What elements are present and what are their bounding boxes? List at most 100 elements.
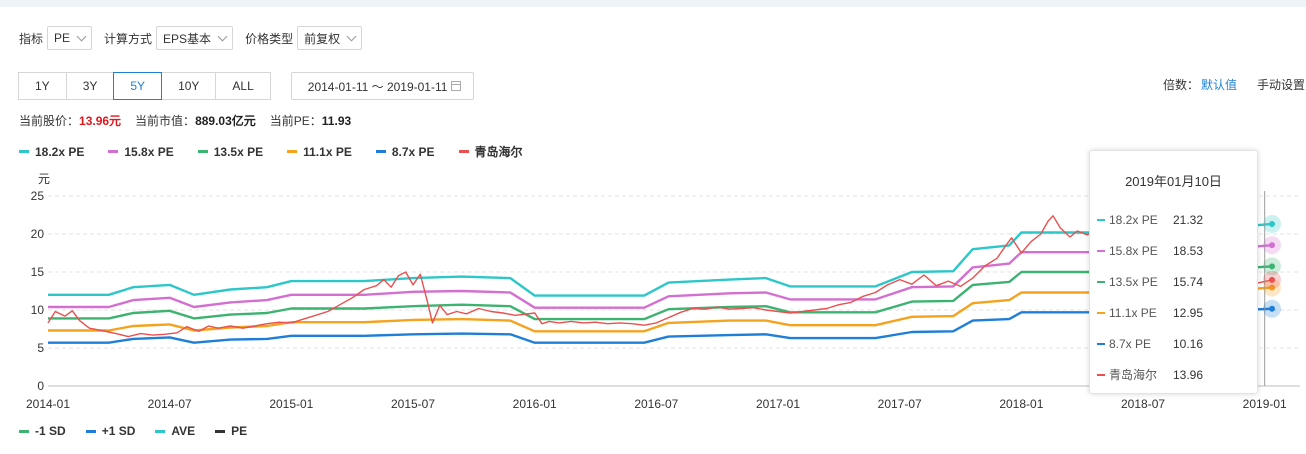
legend-item[interactable]: 11.1x PE	[287, 143, 352, 160]
x-tick-label: 2016-01	[513, 397, 557, 411]
tooltip-series-name: 13.5x PE	[1109, 274, 1158, 289]
tooltip-series-value: 13.96	[1173, 367, 1204, 382]
range-buttons: 1Y 3Y 5Y 10Y ALL	[18, 72, 271, 100]
multiplier-label: 倍数：	[1162, 78, 1199, 92]
sd-legend-label: PE	[231, 424, 248, 438]
legend-item[interactable]: 8.7x PE	[375, 143, 435, 160]
range-row: 1Y 3Y 5Y 10Y ALL 2014-01-11 ～ 2019-01-11	[18, 72, 475, 100]
tooltip-row: 15.8x PE 18.53	[1090, 235, 1257, 266]
series-line	[48, 265, 1273, 321]
x-tick-label: 2019-01	[1243, 397, 1287, 411]
selector-row: 指标 PE 计算方式 EPS基本 价格类型 前复权	[19, 26, 374, 50]
tooltip-series-value: 10.16	[1173, 336, 1204, 351]
chevron-down-icon	[346, 31, 357, 41]
tooltip-swatch	[1097, 280, 1105, 283]
legend-item[interactable]: 青岛海尔	[458, 143, 523, 160]
price-type-label: 价格类型	[245, 31, 294, 46]
y-tick-label: 10	[31, 303, 45, 317]
chevron-down-icon	[217, 31, 228, 41]
sd-legend-item[interactable]: -1 SD	[19, 424, 66, 438]
legend-label: 8.7x PE	[391, 144, 435, 159]
chart-tooltip: 2019年01月10日 18.2x PE 21.32 15.8x PE 18.53 13…	[1089, 150, 1258, 394]
tooltip-series-name: 8.7x PE	[1109, 336, 1152, 351]
hover-marker	[1269, 284, 1275, 291]
mcap-value: 889.03亿元	[195, 114, 256, 128]
tooltip-row: 11.1x PE 12.95	[1090, 297, 1257, 328]
series-line	[47, 215, 1273, 338]
chevron-down-icon	[76, 31, 87, 41]
tooltip-rows: 18.2x PE 21.32 15.8x PE 18.53 13.5x PE 15.74 1…	[1090, 204, 1257, 390]
legend-label: 11.1x PE	[303, 144, 352, 159]
legend-label: 18.2x PE	[35, 144, 85, 159]
pe-label: 当前PE：	[269, 114, 322, 128]
x-tick-label: 2015-07	[391, 397, 435, 411]
tooltip-date: 2019年01月10日	[1125, 174, 1222, 189]
tooltip-row: 青岛海尔 13.96	[1090, 359, 1257, 390]
sd-legend-item[interactable]: +1 SD	[85, 424, 136, 438]
tooltip-swatch	[1097, 342, 1105, 345]
calc-label: 计算方式	[104, 31, 153, 46]
tooltip-series-name: 15.8x PE	[1109, 243, 1158, 258]
range-button[interactable]: 3Y	[65, 72, 115, 100]
legend-swatch	[19, 429, 29, 433]
tooltip-swatch	[1097, 373, 1105, 376]
top-strip	[0, 0, 1306, 7]
range-button[interactable]: 1Y	[18, 72, 67, 100]
tooltip-series-value: 12.95	[1173, 305, 1204, 320]
range-button[interactable]: ALL	[215, 72, 271, 100]
range-button[interactable]: 10Y	[161, 72, 217, 100]
sd-legend-item[interactable]: AVE	[155, 424, 195, 438]
legend-item[interactable]: 13.5x PE	[197, 143, 263, 160]
hover-marker	[1269, 305, 1275, 312]
hover-marker	[1269, 276, 1275, 283]
x-tick-label: 2015-01	[269, 397, 313, 411]
sd-legend-label: +1 SD	[101, 424, 136, 438]
pe-value: 11.93	[321, 114, 352, 128]
legend-item[interactable]: 15.8x PE	[108, 143, 174, 160]
series-line	[48, 244, 1273, 309]
tooltip-swatch	[1097, 311, 1105, 314]
series-line	[48, 286, 1273, 333]
series-line	[48, 222, 1273, 297]
y-tick-label: 0	[37, 379, 44, 393]
tooltip-series-value: 15.74	[1173, 274, 1204, 289]
legend-swatch	[197, 150, 208, 153]
x-tick-label: 2014-07	[148, 397, 192, 411]
tooltip-series-value: 21.32	[1173, 212, 1204, 227]
legend-swatch	[458, 150, 469, 153]
y-tick-label: 5	[37, 341, 44, 355]
sd-legend-item[interactable]: PE	[215, 424, 247, 438]
hover-marker	[1269, 263, 1275, 270]
chart-legend: 18.2x PE 15.8x PE 13.5x PE 11.1x PE 8.7x PE 青…	[19, 143, 547, 160]
calc-select[interactable]: EPS基本	[156, 26, 234, 50]
hover-marker	[1269, 242, 1275, 249]
tooltip-row: 13.5x PE 15.74	[1090, 266, 1257, 297]
x-tick-label: 2017-01	[756, 397, 800, 411]
price-value: 13.96元	[79, 114, 122, 128]
legend-swatch	[215, 429, 226, 433]
price-label: 当前股价：	[19, 114, 80, 128]
manual-setting-link[interactable]: 手动设置	[1256, 78, 1305, 92]
y-axis-unit: 元	[38, 172, 50, 186]
legend-swatch	[375, 150, 386, 153]
hover-marker	[1269, 220, 1275, 227]
legend-swatch	[19, 150, 29, 153]
range-button[interactable]: 5Y	[113, 72, 163, 100]
mcap-label: 当前市值：	[135, 114, 196, 128]
x-tick-label: 2016-07	[634, 397, 678, 411]
tooltip-swatch	[1097, 218, 1105, 221]
x-tick-label: 2018-01	[999, 397, 1043, 411]
x-tick-label: 2018-07	[1121, 397, 1165, 411]
indicator-select[interactable]: PE	[47, 26, 93, 50]
indicator-value: PE	[54, 31, 71, 45]
default-multiplier-link[interactable]: 默认值	[1200, 78, 1237, 92]
legend-item[interactable]: 18.2x PE	[19, 143, 84, 160]
date-range-input[interactable]: 2014-01-11 ～ 2019-01-11	[290, 72, 475, 100]
tooltip-swatch	[1097, 249, 1105, 252]
legend-swatch	[155, 429, 166, 433]
y-tick-label: 15	[31, 265, 45, 279]
x-tick-label: 2014-01	[26, 397, 70, 411]
price-type-select[interactable]: 前复权	[297, 26, 363, 50]
tooltip-row: 8.7x PE 10.16	[1090, 328, 1257, 359]
legend-label: 15.8x PE	[124, 144, 174, 159]
